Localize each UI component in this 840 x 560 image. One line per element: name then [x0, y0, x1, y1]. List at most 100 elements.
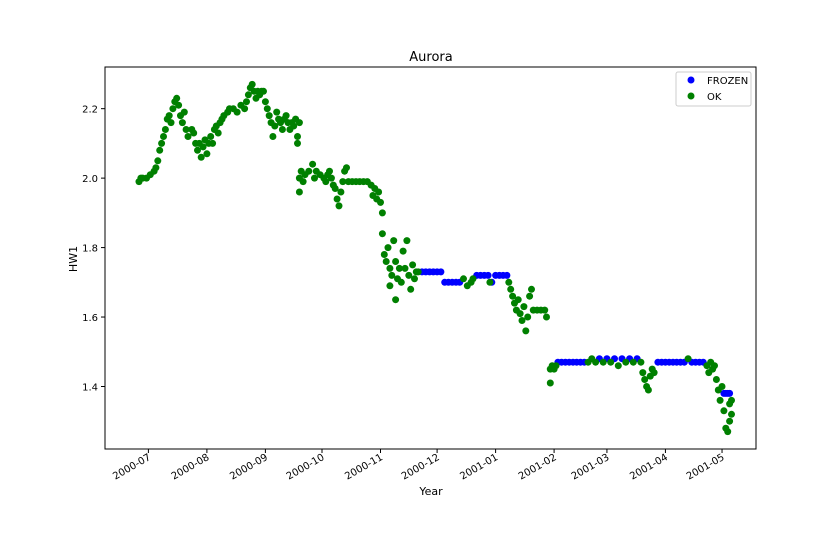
- data-point-ok: [322, 178, 330, 186]
- data-point-ok: [411, 275, 418, 283]
- data-point-ok: [405, 271, 413, 279]
- data-point-ok: [720, 407, 728, 415]
- data-point-ok: [712, 376, 720, 383]
- data-point-ok: [399, 247, 407, 255]
- data-point-ok: [377, 198, 384, 206]
- data-point-ok: [711, 362, 718, 370]
- data-point-ok: [152, 164, 160, 172]
- data-point-ok: [728, 396, 735, 404]
- data-point-ok: [486, 278, 494, 286]
- data-point-ok: [173, 94, 181, 102]
- data-point-ok: [524, 313, 532, 321]
- data-point-ok: [333, 195, 341, 203]
- data-point-ok: [271, 122, 279, 130]
- data-point-ok: [684, 355, 692, 363]
- data-point-ok: [207, 133, 215, 140]
- data-point-ok: [414, 268, 422, 276]
- data-point-ok: [386, 264, 394, 272]
- data-point-ok: [403, 237, 411, 245]
- x-axis-label: Year: [418, 485, 443, 498]
- data-point-ok: [375, 188, 383, 196]
- data-point-ok: [199, 143, 207, 151]
- data-point-ok: [161, 126, 169, 133]
- y-tick-label: 2.2: [82, 105, 98, 116]
- data-point-ok: [718, 383, 726, 390]
- y-axis-label: HW1: [67, 246, 80, 272]
- data-point-ok: [392, 296, 400, 304]
- data-point-ok: [241, 105, 249, 113]
- data-point-ok: [552, 362, 560, 370]
- data-point-ok: [599, 358, 607, 366]
- data-point-ok: [154, 157, 162, 165]
- data-point-ok: [629, 358, 637, 366]
- data-point-ok: [407, 285, 415, 293]
- data-point-ok: [265, 112, 273, 120]
- series-ok: [135, 80, 735, 436]
- legend-label-frozen: FROZEN: [707, 76, 748, 87]
- legend-label-ok: OK: [707, 92, 722, 103]
- data-point-ok: [384, 244, 392, 252]
- data-point-ok: [401, 264, 409, 272]
- data-point-ok: [726, 417, 734, 425]
- data-point-ok: [182, 126, 190, 133]
- data-point-ok: [592, 358, 600, 366]
- data-point-ok: [343, 164, 350, 172]
- data-point-ok: [243, 98, 250, 106]
- data-point-ok: [639, 369, 647, 377]
- data-point-ok: [165, 112, 173, 120]
- data-point-ok: [514, 296, 522, 304]
- data-point-ok: [378, 209, 386, 217]
- data-point-ok: [460, 275, 467, 283]
- data-point-ok: [305, 167, 313, 175]
- data-point-ok: [607, 358, 615, 366]
- data-point-ok: [248, 80, 256, 88]
- data-point-ok: [650, 369, 658, 377]
- data-point-ok: [175, 101, 183, 109]
- data-point-ok: [299, 178, 307, 186]
- data-point-ok: [380, 251, 388, 258]
- data-point-ok: [337, 188, 345, 196]
- data-point-ok: [518, 317, 526, 324]
- data-point-ok: [335, 202, 343, 210]
- data-point-ok: [190, 129, 198, 137]
- data-point-ok: [728, 410, 735, 418]
- legend: FROZEN OK: [675, 71, 752, 107]
- data-point-ok: [622, 358, 630, 366]
- data-point-ok: [724, 428, 732, 436]
- y-axis: 1.4 1.6 1.8 2.0 2.2: [82, 105, 105, 393]
- data-point-ok: [295, 188, 303, 196]
- data-point-ok: [522, 327, 530, 335]
- data-point-ok: [526, 292, 534, 300]
- data-point-ok: [233, 108, 241, 116]
- data-point-ok: [290, 122, 298, 130]
- data-point-frozen: [437, 268, 445, 276]
- legend-box: [675, 71, 752, 107]
- data-point-ok: [156, 146, 164, 154]
- data-point-ok: [184, 133, 192, 140]
- data-point-ok: [294, 133, 301, 140]
- plot-frame: [104, 66, 757, 450]
- data-point-ok: [386, 282, 394, 290]
- data-point-ok: [180, 108, 188, 116]
- data-point-ok: [294, 139, 301, 147]
- legend-marker-ok: [687, 92, 695, 100]
- data-point-ok: [641, 376, 649, 383]
- data-point-ok: [637, 358, 645, 366]
- y-tick-label: 2.0: [82, 174, 98, 185]
- data-point-ok: [178, 119, 186, 127]
- data-point-ok: [395, 264, 403, 272]
- data-point-ok: [197, 153, 205, 161]
- data-point-ok: [528, 285, 535, 293]
- data-point-ok: [244, 91, 252, 99]
- data-point-ok: [339, 178, 347, 186]
- data-point-ok: [331, 185, 339, 192]
- data-point-ok: [541, 306, 549, 314]
- y-tick-label: 1.6: [82, 313, 98, 324]
- data-point-ok: [269, 133, 277, 140]
- data-point-ok: [507, 285, 515, 293]
- data-point-ok: [614, 362, 622, 370]
- data-point-ok: [273, 108, 281, 116]
- data-point-ok: [644, 386, 652, 394]
- data-point-ok: [505, 278, 513, 286]
